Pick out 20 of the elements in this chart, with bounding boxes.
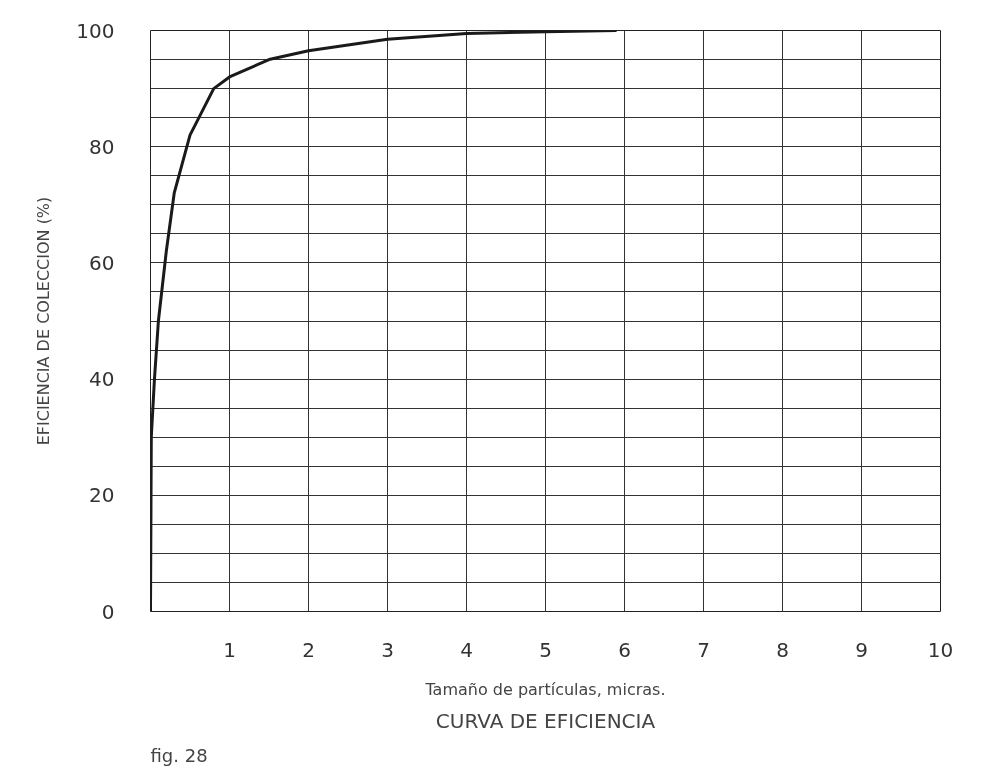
x-tick-label: 4 xyxy=(460,637,473,662)
y-tick-label: 100 xyxy=(76,18,115,43)
y-tick-label: 20 xyxy=(89,483,115,508)
x-tick-label: 1 xyxy=(223,637,236,662)
x-tick-label: 5 xyxy=(539,637,552,662)
text: CURVA DE EFICIENCIA xyxy=(435,708,656,733)
x-tick-label: 9 xyxy=(855,637,868,662)
y-tick-label: 80 xyxy=(89,134,115,159)
x-tick-label: 8 xyxy=(776,637,789,662)
x-tick-label: 6 xyxy=(618,637,631,662)
x-tick-label: 2 xyxy=(302,637,315,662)
y-tick-label: 40 xyxy=(89,367,115,392)
x-axis-title: Tamaño de partículas, micras. xyxy=(424,679,666,699)
x-tick-label: 3 xyxy=(381,637,394,662)
y-axis-title: EFICIENCIA DE COLECCION (%) xyxy=(34,196,54,446)
y-tick-label: 60 xyxy=(89,250,115,275)
caption: fig. 28 xyxy=(150,744,208,766)
y-tick-label: 0 xyxy=(101,599,115,624)
x-tick-label: 10 xyxy=(927,637,954,662)
x-tick-label: 7 xyxy=(697,637,710,662)
